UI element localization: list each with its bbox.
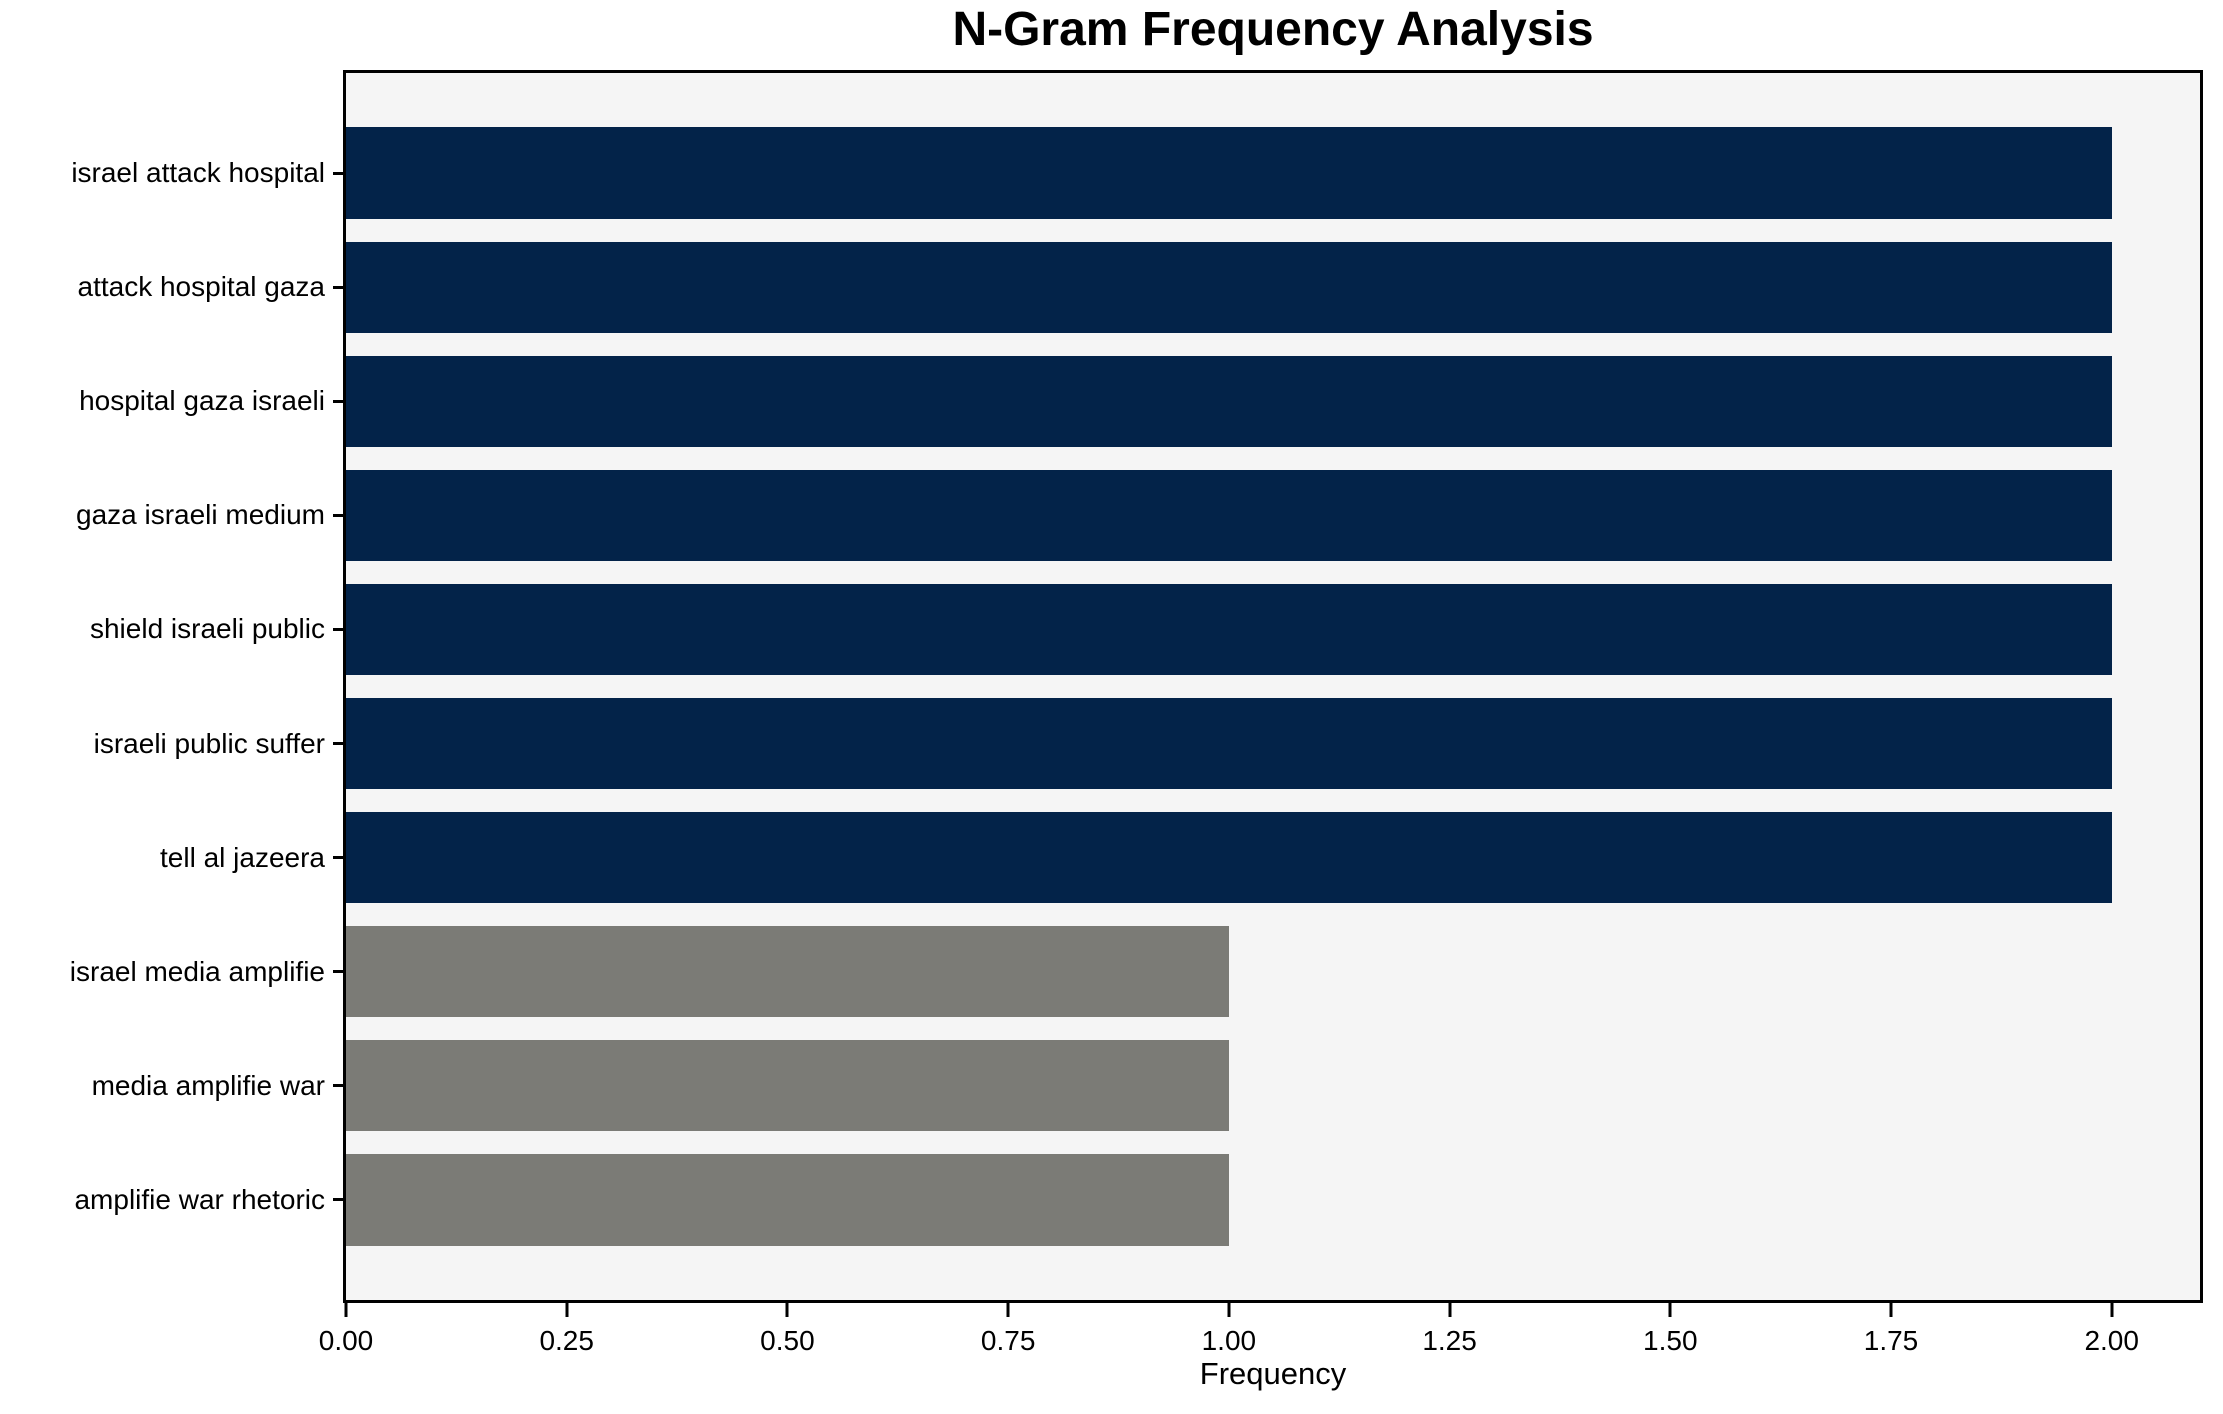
y-tick-label: israel attack hospital: [71, 157, 325, 189]
x-tick-mark: [344, 1303, 348, 1317]
y-tick-mark: [333, 742, 343, 746]
y-tick-mark: [333, 171, 343, 175]
x-axis-title: Frequency: [1199, 1356, 1347, 1391]
x-tick-mark: [1668, 1303, 1672, 1317]
bar-row: [346, 116, 2200, 230]
bar: [346, 811, 2112, 904]
y-tick-row: israel media amplifie: [0, 915, 343, 1029]
bar: [346, 241, 2112, 333]
x-tick-mark: [1889, 1303, 1893, 1317]
y-tick-label: shield israeli public: [89, 613, 325, 645]
bar-row: [346, 458, 2200, 572]
bar-row: [346, 230, 2200, 344]
x-tick-label: 0.75: [980, 1325, 1036, 1356]
y-tick-mark: [333, 285, 343, 289]
x-tick-mark: [2110, 1303, 2114, 1317]
chart-title: N-Gram Frequency Analysis: [952, 3, 1594, 56]
bar-row: [346, 572, 2200, 686]
y-tick-row: gaza israeli medium: [0, 458, 343, 572]
bar-row: [346, 1143, 2200, 1257]
bar: [346, 127, 2112, 219]
x-tick-label: 1.75: [1863, 1325, 1919, 1356]
bar: [346, 583, 2112, 676]
x-tick-label: 1.25: [1422, 1325, 1477, 1356]
plot-area: [343, 70, 2203, 1303]
y-tick-row: shield israeli public: [0, 572, 343, 686]
x-tick-mark: [785, 1303, 789, 1317]
bar-row: [346, 801, 2200, 915]
y-tick-row: israel attack hospital: [0, 116, 343, 230]
y-tick-label: attack hospital gaza: [77, 271, 326, 303]
y-tick-label: hospital gaza israeli: [79, 385, 325, 417]
y-tick-row: tell al jazeera: [0, 801, 343, 915]
bar-row: [346, 344, 2200, 458]
bar: [346, 1154, 1229, 1246]
bar: [346, 469, 2112, 561]
y-tick-row: hospital gaza israeli: [0, 344, 343, 458]
x-tick-mark: [565, 1303, 569, 1317]
y-tick-row: amplifie war rhetoric: [0, 1143, 343, 1257]
y-tick-label: israel media amplifie: [69, 955, 325, 987]
y-tick-row: attack hospital gaza: [0, 230, 343, 344]
x-tick-label: 1.50: [1643, 1325, 1698, 1356]
y-tick-mark: [333, 1084, 343, 1088]
x-tick-label: 1.00: [1201, 1325, 1257, 1356]
x-tick-mark: [1227, 1303, 1231, 1317]
y-tick-label: israeli public suffer: [93, 727, 325, 759]
y-tick-label: gaza israeli medium: [76, 499, 325, 531]
bar-row: [346, 915, 2200, 1029]
y-tick-mark: [333, 399, 343, 403]
y-tick-mark: [333, 856, 343, 860]
y-tick-label: media amplifie war: [91, 1069, 325, 1101]
bar: [346, 355, 2112, 447]
y-tick-row: israeli public suffer: [0, 686, 343, 800]
y-tick-mark: [333, 970, 343, 974]
x-tick-mark: [1006, 1303, 1010, 1317]
bar-row: [346, 1029, 2200, 1143]
y-tick-label: amplifie war rhetoric: [74, 1183, 325, 1215]
bar-row: [346, 686, 2200, 800]
x-tick-mark: [1448, 1303, 1452, 1317]
y-axis-labels: israel attack hospital attack hospital ga…: [0, 116, 343, 1257]
y-tick-row: media amplifie war: [0, 1029, 343, 1143]
y-tick-mark: [333, 1198, 343, 1202]
bar: [346, 926, 1229, 1018]
y-tick-mark: [333, 513, 343, 517]
y-tick-mark: [333, 627, 343, 631]
x-tick-label: 0.00: [318, 1325, 374, 1356]
y-tick-label: tell al jazeera: [160, 841, 325, 873]
bars-container: [346, 116, 2200, 1257]
x-tick-label: 0.50: [760, 1325, 815, 1356]
x-tick-label: 2.00: [2084, 1325, 2139, 1356]
bar: [346, 1040, 1229, 1132]
x-axis-ticks: 0.00 0.25 0.50 0.75 1.00 1.25 1.50 1.75 2.00: [319, 1303, 2200, 1373]
bar: [346, 697, 2112, 790]
x-tick-label: 0.25: [539, 1325, 594, 1356]
